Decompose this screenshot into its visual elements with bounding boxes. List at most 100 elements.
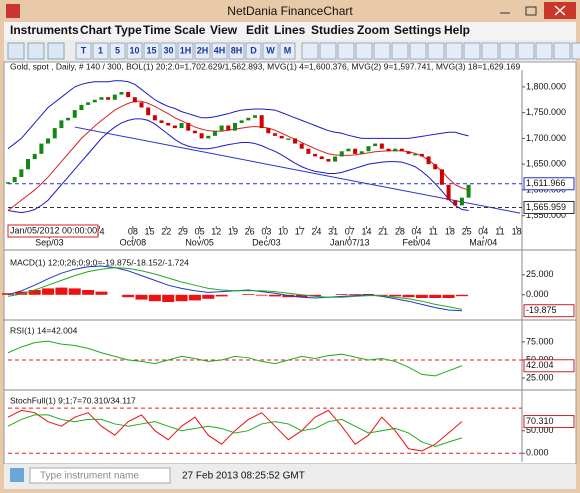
candle-body — [166, 122, 171, 126]
toolbar-button[interactable] — [143, 42, 160, 60]
toolbar-label[interactable]: 2H — [197, 45, 209, 55]
y-tick-label: 1,750.000 — [526, 107, 566, 117]
toolbar-icon[interactable] — [535, 42, 553, 60]
toolbar-icon[interactable] — [7, 42, 25, 60]
candle-body — [319, 156, 324, 160]
toolbar-icon[interactable] — [355, 42, 373, 60]
histogram-bar — [255, 294, 268, 296]
candle-body — [426, 156, 431, 165]
toolbar-icon[interactable] — [427, 42, 445, 60]
y-tick-label: 1,800.000 — [526, 81, 566, 91]
toolbar-icon[interactable] — [553, 42, 571, 60]
chart-area — [3, 61, 577, 465]
instrument-search[interactable] — [29, 467, 171, 484]
histogram-bar — [28, 290, 41, 295]
menu-item[interactable]: Lines — [274, 23, 306, 37]
toolbar-button[interactable] — [279, 42, 296, 60]
candle-body — [112, 94, 117, 100]
toolbar-button[interactable] — [177, 42, 194, 60]
candle-body — [212, 130, 217, 136]
toolbar-icon[interactable] — [409, 42, 427, 60]
candle-body — [406, 151, 411, 154]
maximize-button[interactable] — [518, 4, 544, 18]
menu-item[interactable]: Chart Type — [80, 23, 142, 37]
x-tick-label: 11 — [429, 226, 438, 236]
toolbar-icon[interactable] — [47, 42, 65, 60]
x-tick-label: 10 — [278, 226, 288, 236]
toolbar-label[interactable]: 1 — [98, 45, 103, 55]
toolbar-icon[interactable] — [337, 42, 355, 60]
toolbar-icon[interactable] — [463, 42, 481, 60]
x-tick-label: 22 — [161, 226, 171, 236]
price-line-label-box — [523, 200, 575, 214]
candle-body — [353, 148, 358, 154]
candle-body — [359, 151, 364, 154]
y-tick-label: 1,550.000 — [526, 210, 566, 220]
toolbar-label[interactable]: M — [284, 45, 292, 55]
histogram-bar — [402, 294, 415, 298]
toolbar-label[interactable]: D — [250, 45, 257, 55]
x-tick-label: 14 — [361, 226, 371, 236]
toolbar-button[interactable] — [211, 42, 228, 60]
toolbar-label[interactable]: W — [266, 45, 275, 55]
candle-body — [393, 148, 398, 152]
menu-item[interactable]: Edit — [246, 23, 269, 37]
histogram-bar — [42, 288, 55, 295]
toolbar-label[interactable]: 15 — [146, 45, 156, 55]
toolbar-button[interactable] — [262, 42, 279, 60]
toolbar-label[interactable]: 8H — [231, 45, 243, 55]
toolbar-label[interactable]: 1H — [180, 45, 192, 55]
toolbar-button[interactable] — [126, 42, 143, 60]
candle-body — [313, 153, 318, 157]
toolbar-icon[interactable] — [27, 42, 45, 60]
menu-item[interactable]: Studies — [311, 23, 355, 37]
candle-body — [346, 148, 351, 152]
indicator-line — [7, 267, 463, 310]
toolbar-button[interactable] — [92, 42, 109, 60]
menu-item[interactable]: Zoom — [357, 23, 390, 37]
toolbar-label[interactable]: T — [81, 45, 87, 55]
x-tick-label: 29 — [178, 226, 188, 236]
price-line-label: 1,611.966 — [526, 178, 565, 188]
candle-body — [366, 146, 371, 152]
menu-item[interactable]: Time Scale — [143, 23, 206, 37]
candle-body — [139, 102, 144, 108]
histogram-bar — [15, 291, 28, 295]
candle-body — [12, 177, 17, 183]
menu-item[interactable]: View — [210, 23, 238, 37]
toolbar-icon[interactable] — [391, 42, 409, 60]
toolbar-button[interactable] — [75, 42, 92, 60]
candle-body — [286, 138, 291, 140]
candle-body — [146, 107, 151, 116]
toolbar-button[interactable] — [245, 42, 262, 60]
candle-body — [439, 169, 444, 185]
toolbar-button[interactable] — [109, 42, 126, 60]
candle-body — [26, 159, 31, 170]
toolbar-button[interactable] — [160, 42, 177, 60]
menu-item[interactable]: Settings — [394, 23, 442, 37]
histogram-bar — [135, 294, 148, 300]
toolbar-button[interactable] — [228, 42, 245, 60]
toolbar-label[interactable]: 4H — [214, 45, 226, 55]
candle-body — [252, 115, 257, 118]
toolbar-icon[interactable] — [481, 42, 499, 60]
toolbar-label[interactable]: 5 — [115, 45, 120, 55]
toolbar-icon[interactable] — [319, 42, 337, 60]
price-line-label: 1,565.959 — [526, 202, 566, 212]
toolbar-label[interactable]: 10 — [129, 45, 139, 55]
toolbar-icon[interactable] — [301, 42, 319, 60]
x-tick-label: 31 — [328, 226, 338, 236]
candle-body — [32, 153, 37, 160]
toolbar-icon[interactable] — [571, 42, 580, 60]
minimize-button[interactable] — [492, 4, 518, 18]
menu-item[interactable]: Help — [444, 23, 470, 37]
y-tick-label: 25.000 — [526, 269, 554, 279]
toolbar-button[interactable] — [194, 42, 211, 60]
toolbar-icon[interactable] — [499, 42, 517, 60]
menu-item[interactable]: Instruments — [10, 23, 79, 37]
x-tick-label: 04 — [478, 226, 488, 236]
toolbar-icon[interactable] — [445, 42, 463, 60]
toolbar-icon[interactable] — [517, 42, 535, 60]
toolbar-label[interactable]: 30 — [163, 45, 173, 55]
toolbar-icon[interactable] — [373, 42, 391, 60]
